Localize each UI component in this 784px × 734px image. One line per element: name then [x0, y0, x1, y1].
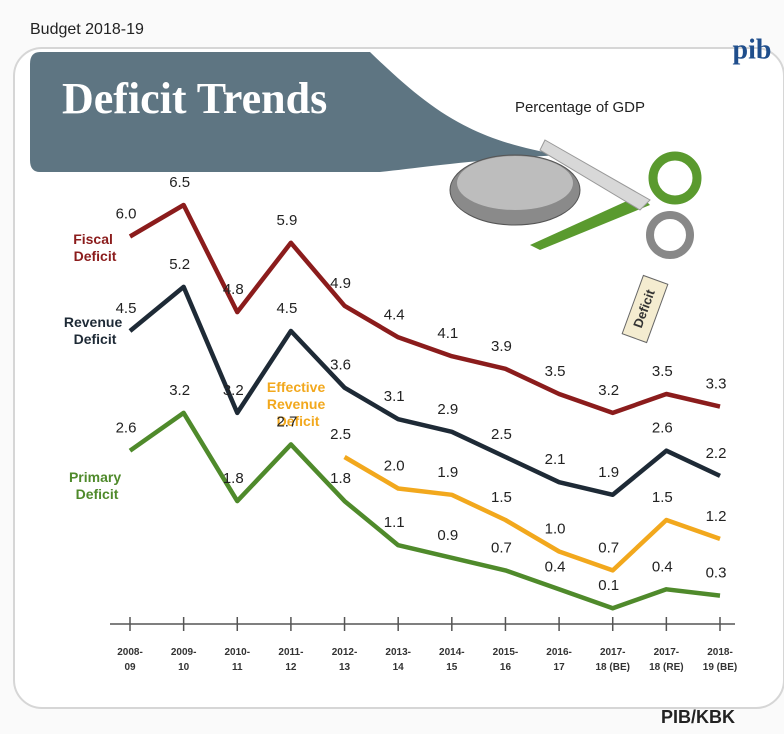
series-line	[343, 455, 721, 573]
data-label: 1.9	[598, 464, 619, 481]
data-label: 6.5	[169, 174, 190, 191]
scissor-handle	[648, 151, 702, 205]
x-tick-label: 2009-10	[171, 647, 197, 673]
data-label: 0.9	[437, 527, 458, 544]
data-label: 1.2	[706, 508, 727, 525]
scissor-blade	[530, 195, 650, 250]
series-name: Revenue Deficit	[64, 314, 126, 347]
card	[13, 47, 784, 709]
data-label: 0.4	[652, 558, 673, 575]
series-line	[128, 410, 721, 611]
series-name: Primary Deficit	[69, 469, 125, 502]
data-label: 2.6	[116, 420, 137, 437]
x-tick-label: 2018-19 (BE)	[703, 647, 737, 673]
header: Budget 2018-19	[30, 21, 144, 38]
data-label: 4.8	[223, 281, 244, 298]
data-label: 1.1	[384, 514, 405, 531]
x-tick-label: 2015-16	[493, 647, 519, 673]
data-label: 2.5	[330, 426, 351, 443]
x-tick-label: 2010-11	[224, 647, 250, 673]
data-label: 4.9	[330, 275, 351, 292]
data-label: 2.5	[491, 426, 512, 443]
data-label: 1.5	[491, 489, 512, 506]
data-label: 3.5	[652, 363, 673, 380]
tag	[621, 274, 669, 344]
data-label: 2.1	[545, 451, 566, 468]
data-label: 3.2	[223, 382, 244, 399]
x-tick-label: 2016-17	[546, 647, 572, 673]
data-label: 4.1	[437, 325, 458, 342]
x-tick-label: 2013-14	[385, 647, 411, 673]
data-label: 4.5	[276, 300, 297, 317]
data-label: 4.5	[116, 300, 137, 317]
data-label: 1.0	[545, 520, 566, 537]
data-label: 1.5	[652, 489, 673, 506]
data-label: 4.4	[384, 306, 405, 323]
series-line	[128, 284, 721, 498]
scissor-handle	[646, 211, 694, 259]
data-label: 0.4	[545, 558, 566, 575]
subtitle: Percentage of GDP	[515, 99, 645, 116]
illustration: Deficit	[449, 139, 702, 344]
data-label: 2.2	[706, 445, 727, 462]
data-label: 3.9	[491, 338, 512, 355]
title-band	[30, 52, 560, 172]
data-label: 2.9	[437, 401, 458, 418]
data-label: 6.0	[116, 205, 137, 222]
data-label: 0.3	[706, 565, 727, 582]
data-label: 1.8	[330, 470, 351, 487]
data-label: 2.7	[276, 413, 297, 430]
data-label: 3.2	[169, 382, 190, 399]
x-tick-label: 2011-12	[278, 647, 303, 673]
data-label: 3.5	[545, 363, 566, 380]
chart-title: Deficit Trends	[62, 74, 327, 123]
logo: pib	[733, 34, 772, 65]
data-label: 3.1	[384, 388, 405, 405]
data-label: 2.0	[384, 457, 405, 474]
x-tick-label: 2017-18 (BE)	[596, 647, 630, 673]
data-label: 2.6	[652, 420, 673, 437]
plot: 2008-09 2009-10 2010-11 2011-12 2012-13 2013-…	[64, 174, 737, 673]
data-label: 3.2	[598, 382, 619, 399]
data-label: 3.6	[330, 357, 351, 374]
data-label: 5.9	[276, 212, 297, 229]
data-label: 0.1	[598, 577, 619, 594]
series-name: Effective Revenue Deficit	[267, 379, 329, 429]
series-line	[128, 202, 721, 416]
data-label: 5.2	[169, 256, 190, 273]
footer: PIB/KBK	[661, 707, 735, 727]
x-tick-label: 2008-09	[117, 647, 143, 673]
series-name: Fiscal Deficit	[73, 231, 117, 264]
data-label: 0.7	[598, 539, 619, 556]
data-label: 3.3	[706, 376, 727, 393]
data-label: 0.7	[491, 539, 512, 556]
data-label: 1.9	[437, 464, 458, 481]
data-label: 1.8	[223, 470, 244, 487]
x-tick-label: 2012-13	[332, 647, 358, 673]
coin-face	[457, 156, 573, 210]
x-tick-label: 2017-18 (RE)	[649, 647, 683, 673]
x-tick-label: 2014-15	[439, 647, 465, 673]
scissor-blade	[539, 139, 651, 211]
